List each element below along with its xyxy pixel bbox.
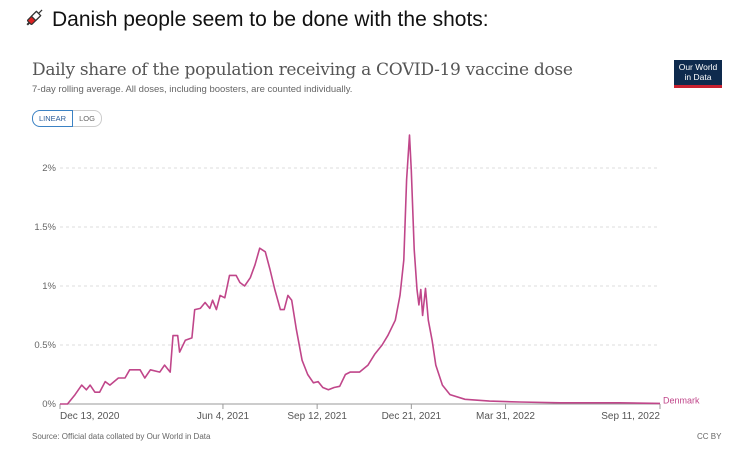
y-tick-label: 0%	[42, 399, 56, 410]
y-tick-label: 1%	[42, 281, 56, 292]
x-tick-label: Mar 31, 2022	[476, 411, 535, 422]
x-tick-label: Sep 12, 2021	[287, 411, 347, 422]
logo-line-2: in Data	[684, 72, 712, 82]
syringe-icon	[24, 6, 46, 34]
y-tick-label: 0.5%	[34, 340, 56, 351]
linear-button[interactable]: LINEAR	[32, 110, 74, 127]
chart-subtitle: 7-day rolling average. All doses, includ…	[32, 84, 353, 95]
post-header: Danish people seem to be done with the s…	[24, 6, 489, 34]
header-text: Danish people seem to be done with the s…	[52, 8, 489, 31]
chart-title: Daily share of the population receiving …	[32, 60, 573, 80]
y-tick-label: 1.5%	[34, 222, 56, 233]
y-tick-label: 2%	[42, 163, 56, 174]
source-note[interactable]: Source: Official data collated by Our Wo…	[32, 432, 211, 441]
series-line-denmark	[60, 134, 661, 405]
x-tick-label: Sep 11, 2022	[601, 411, 660, 422]
log-button[interactable]: LOG	[73, 110, 102, 127]
license-label[interactable]: CC BY	[697, 432, 722, 441]
x-tick-label: Dec 13, 2020	[60, 411, 120, 422]
series-label: Denmark	[663, 395, 700, 405]
x-tick-label: Dec 21, 2021	[382, 411, 442, 422]
scale-toggle: LINEAR LOG	[32, 110, 102, 127]
logo-line-1: Our World	[678, 62, 718, 72]
x-tick-label: Jun 4, 2021	[197, 411, 250, 422]
owid-logo[interactable]: Our World in Data	[674, 60, 722, 88]
